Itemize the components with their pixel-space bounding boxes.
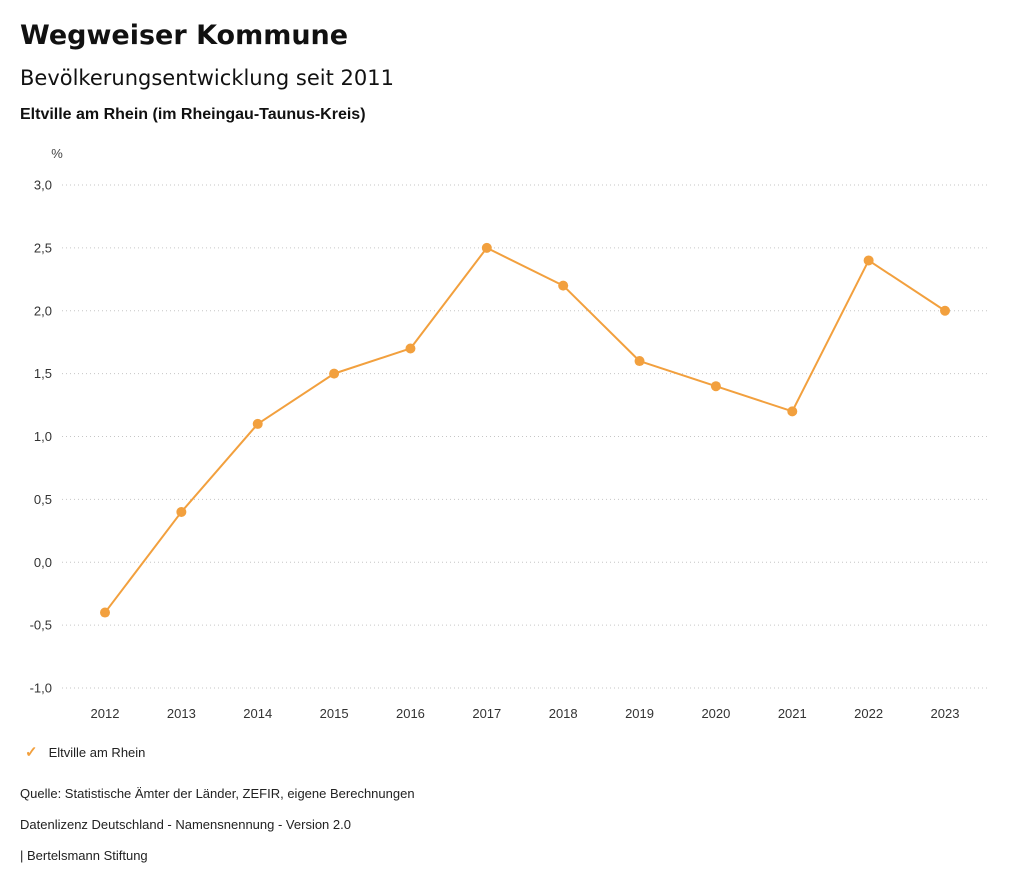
data-point[interactable] [940,305,951,316]
data-point[interactable] [176,506,187,517]
x-tick-label: 2015 [320,706,349,721]
y-tick-label: -0,5 [30,618,52,633]
source-note: Quelle: Statistische Ämter der Länder, Z… [20,786,415,801]
data-point[interactable] [100,607,110,618]
y-tick-label: 1,0 [34,429,52,444]
y-axis-unit-label: % [51,146,63,161]
data-point[interactable] [252,418,263,429]
x-tick-label: 2013 [167,706,196,721]
y-tick-label: 3,0 [34,178,52,193]
data-point[interactable] [558,280,569,291]
population-line-chart: % 3,0 2,5 2,0 1,5 1,0 0,5 0,0 -0,5 -1,0 2012 2013 20… [0,140,1024,732]
attribution-note: | Bertelsmann Stiftung [20,848,148,863]
y-tick-label: 0,5 [34,492,52,507]
y-tick-label: 2,5 [34,240,52,255]
x-tick-label: 2018 [549,706,578,721]
data-point[interactable] [787,406,798,417]
data-point[interactable] [405,343,416,354]
x-tick-label: 2022 [854,706,883,721]
legend[interactable]: ✓ Eltville am Rhein [25,745,145,760]
chart-title: Bevölkerungsentwicklung seit 2011 [20,66,394,90]
x-tick-label: 2019 [625,706,654,721]
data-point[interactable] [863,255,874,266]
x-tick-label: 2021 [778,706,807,721]
y-tick-label: 2,0 [34,303,52,318]
y-tick-label: 0,0 [34,555,52,570]
x-tick-label: 2023 [931,706,960,721]
x-tick-label: 2020 [701,706,730,721]
y-tick-label: 1,5 [34,366,52,381]
y-tick-label: -1,0 [30,681,52,696]
page-title: Wegweiser Kommune [20,20,349,51]
x-tick-label: 2016 [396,706,425,721]
data-point[interactable] [481,242,492,253]
series-line [104,246,947,614]
legend-check-icon: ✓ [25,744,38,761]
legend-series-label: Eltville am Rhein [48,745,146,760]
chart-svg: % 3,0 2,5 2,0 1,5 1,0 0,5 0,0 -0,5 -1,0 2012 2013 20… [30,146,990,721]
x-tick-label: 2014 [243,706,272,721]
data-point[interactable] [329,368,340,379]
region-subtitle: Eltville am Rhein (im Rheingau-Taunus-Kr… [20,106,366,123]
data-point[interactable] [710,381,721,392]
x-tick-label: 2017 [472,706,501,721]
x-tick-label: 2012 [91,706,120,721]
license-note: Datenlizenz Deutschland - Namensnennung … [20,817,351,832]
data-point[interactable] [634,356,645,367]
